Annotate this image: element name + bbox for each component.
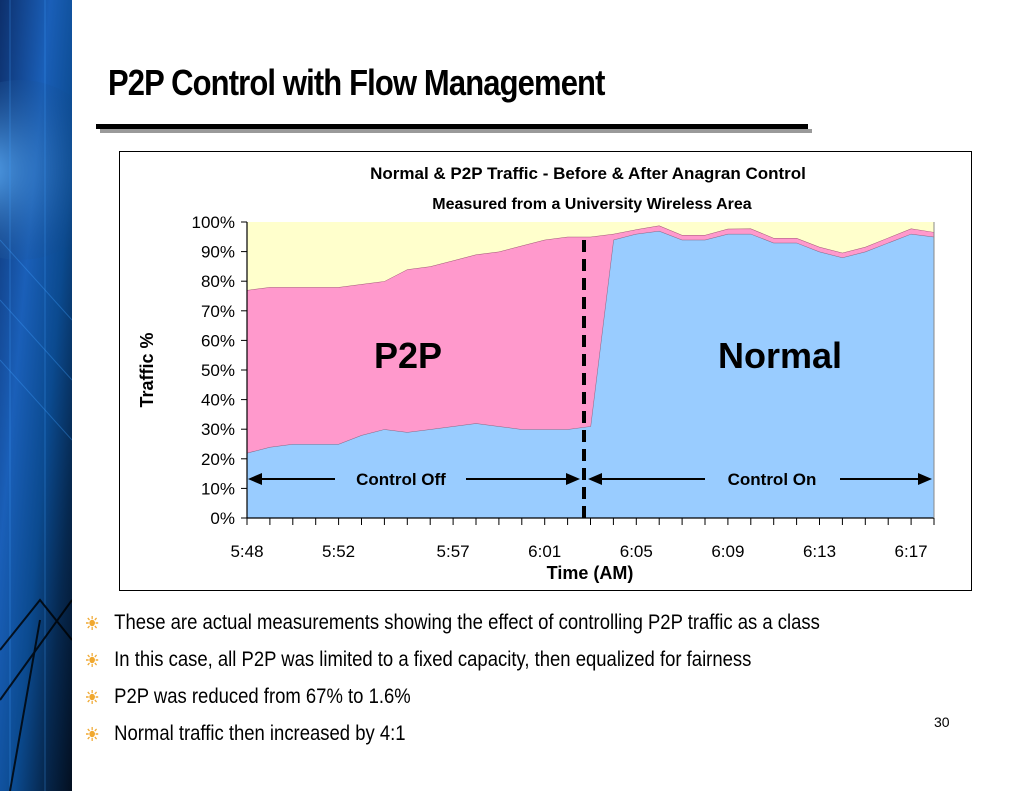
y-tick-label: 90% [201,243,235,262]
x-axis: 5:48 5:52 5:57 6:01 6:05 6:09 6:13 6:17 [230,517,935,561]
sun-bullet-icon [86,690,99,704]
area-normal [247,230,934,518]
slide-title: P2P Control with Flow Management [108,62,605,103]
y-tick-label: 40% [201,391,235,410]
bullet-text: In this case, all P2P was limited to a f… [114,648,752,671]
y-tick-label: 80% [201,272,235,291]
y-axis: 0% 10% 20% 30% 40% 50% 60% 70% 80% 90% 100% [192,213,248,528]
y-tick-label: 30% [201,420,235,439]
traffic-chart: Normal & P2P Traffic - Before & After An… [137,164,935,583]
x-tick-label: 5:48 [230,542,263,561]
x-tick-label: 6:09 [711,542,744,561]
bullet-text: These are actual measurements showing th… [114,611,820,634]
y-tick-label: 100% [192,213,235,232]
x-tick-label: 6:17 [895,542,928,561]
x-tick-label: 5:57 [437,542,470,561]
x-tick-label: 6:13 [803,542,836,561]
x-tick-label: 6:01 [528,542,561,561]
bullet-item: P2P was reduced from 67% to 1.6% [86,685,820,722]
p2p-region-label: P2P [374,335,442,376]
control-off-arrow [248,473,580,485]
normal-region-label: Normal [718,335,842,376]
bullet-item: Normal traffic then increased by 4:1 [86,722,820,759]
bullet-list: These are actual measurements showing th… [86,611,920,759]
sun-bullet-icon [86,727,99,741]
chart-frame: Normal & P2P Traffic - Before & After An… [119,151,972,591]
title-underline [96,121,812,133]
area-layers [246,222,935,518]
y-tick-label: 50% [201,361,235,380]
decorative-side-banner [0,0,110,792]
bullet-item: In this case, all P2P was limited to a f… [86,648,820,685]
y-tick-label: 20% [201,450,235,469]
chart-title: Normal & P2P Traffic - Before & After An… [370,164,806,183]
chart-subtitle: Measured from a University Wireless Area [432,196,752,213]
bullet-text: P2P was reduced from 67% to 1.6% [114,685,411,708]
area-p2p [247,225,934,453]
control-on-arrow [588,473,932,485]
bullet-text: Normal traffic then increased by 4:1 [114,722,406,745]
control-off-label: Control Off [356,470,446,489]
page-number: 30 [934,714,950,730]
control-on-label: Control On [728,470,817,489]
y-tick-label: 0% [210,509,235,528]
y-axis-label: Traffic % [137,332,157,407]
x-axis-label: Time (AM) [547,563,634,583]
x-tick-label: 5:52 [322,542,355,561]
area-other [247,222,934,291]
bullet-item: These are actual measurements showing th… [86,611,820,648]
sun-bullet-icon [86,653,99,667]
y-tick-label: 10% [201,479,235,498]
sun-bullet-icon [86,616,99,630]
y-tick-label: 70% [201,302,235,321]
y-tick-label: 60% [201,331,235,350]
x-tick-label: 6:05 [620,542,653,561]
